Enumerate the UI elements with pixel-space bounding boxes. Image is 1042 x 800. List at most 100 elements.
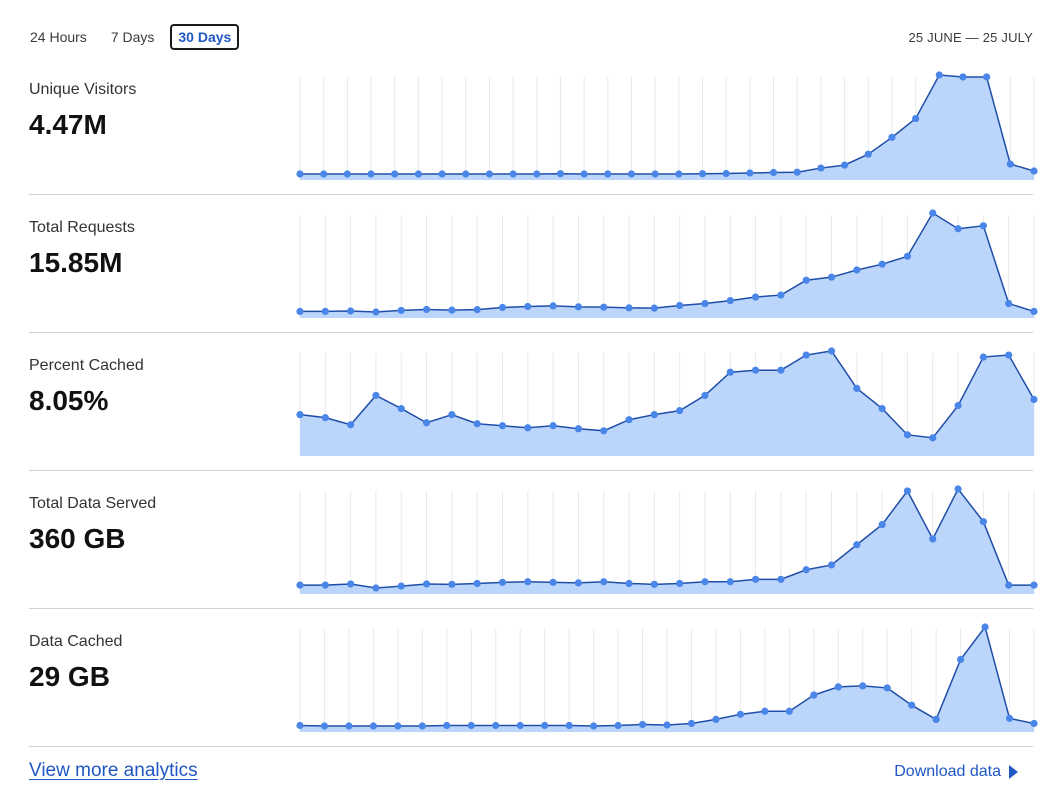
data-point <box>853 266 861 274</box>
data-point <box>827 561 836 569</box>
series-area <box>300 213 1034 318</box>
data-point <box>367 170 375 178</box>
data-point <box>751 575 760 583</box>
data-point <box>391 170 399 178</box>
series-line <box>300 211 1035 313</box>
data-point <box>827 273 836 281</box>
metric-value: 4.47M <box>29 109 107 140</box>
data-point <box>397 404 405 413</box>
metric-row-total-requests: Total Requests 15.85M <box>29 195 1038 333</box>
data-point <box>751 366 760 374</box>
data-point <box>498 578 507 586</box>
series-area <box>300 489 1034 594</box>
data-point <box>347 580 355 588</box>
data-point <box>1005 714 1014 722</box>
data-point <box>369 722 377 730</box>
data-point <box>935 71 943 79</box>
data-point <box>676 407 684 415</box>
data-point <box>888 133 896 141</box>
data-point <box>817 164 825 172</box>
data-point <box>650 411 658 419</box>
sparkline-percent-cached <box>296 347 1038 456</box>
metric-label: Unique Visitors <box>29 81 137 98</box>
data-point <box>574 579 583 587</box>
data-point <box>343 170 351 178</box>
data-point <box>726 578 734 586</box>
data-point <box>574 303 583 311</box>
data-point <box>954 401 962 410</box>
metric-label: Data Cached <box>29 633 123 650</box>
data-point <box>903 252 912 260</box>
series-line <box>299 350 1035 439</box>
data-point <box>614 721 622 730</box>
series-area <box>300 75 1034 180</box>
data-point <box>979 518 987 526</box>
data-point <box>625 416 633 424</box>
data-point <box>1030 307 1038 316</box>
data-point <box>802 351 810 359</box>
data-point <box>397 582 405 590</box>
data-point <box>556 170 565 178</box>
series-area <box>300 351 1034 456</box>
data-point <box>372 391 380 400</box>
data-point <box>651 170 659 178</box>
data-point <box>600 578 608 586</box>
series-line <box>300 487 1034 589</box>
data-point <box>957 655 965 664</box>
data-point <box>600 303 608 311</box>
data-point <box>438 170 446 178</box>
data-point <box>574 425 583 433</box>
data-point <box>296 581 304 589</box>
data-point <box>864 150 872 158</box>
data-point <box>932 715 940 723</box>
metric-label: Total Data Served <box>29 495 157 512</box>
data-point <box>785 707 793 715</box>
download-data-button[interactable]: Download data <box>894 763 1018 781</box>
data-point <box>580 170 588 178</box>
data-point <box>983 73 991 81</box>
data-point <box>1030 719 1038 728</box>
data-point <box>448 411 456 419</box>
tab-24-hours[interactable]: 24 Hours <box>22 24 95 50</box>
data-point <box>954 485 962 493</box>
data-point <box>418 722 426 730</box>
data-point <box>650 304 658 312</box>
metric-value: 15.85M <box>29 247 123 278</box>
data-point <box>422 419 431 427</box>
sparkline-total-data-served <box>296 485 1038 594</box>
series-area <box>300 627 1034 732</box>
data-point <box>979 222 987 230</box>
data-point <box>549 578 557 586</box>
data-point <box>751 293 760 301</box>
data-point <box>372 308 380 316</box>
metric-row-percent-cached: Percent Cached 8.05% <box>29 333 1038 471</box>
row-divider <box>29 470 1033 471</box>
data-point <box>701 578 709 586</box>
data-point <box>533 170 541 178</box>
metric-row-data-cached: Data Cached 29 GB <box>29 609 1038 747</box>
data-point <box>414 170 422 178</box>
metric-label: Percent Cached <box>29 357 144 374</box>
data-point <box>516 721 524 730</box>
data-point <box>1005 581 1013 589</box>
data-point <box>443 721 451 730</box>
metric-row-unique-visitors: Unique Visitors 4.47M <box>29 57 1038 195</box>
data-point <box>372 584 380 592</box>
data-point <box>912 114 920 123</box>
tab-7-days[interactable]: 7 Days <box>103 24 163 50</box>
data-point <box>663 721 671 729</box>
data-point <box>650 580 658 588</box>
row-divider <box>29 332 1033 333</box>
data-point <box>698 170 707 178</box>
data-point <box>394 722 402 730</box>
data-point <box>600 427 608 435</box>
data-point <box>467 721 475 730</box>
data-point <box>320 170 328 178</box>
tab-30-days[interactable]: 30 Days <box>170 24 240 50</box>
data-point <box>590 722 598 730</box>
data-point <box>347 307 355 315</box>
view-more-analytics-link[interactable]: View more analytics <box>29 760 198 781</box>
data-point <box>908 701 916 709</box>
data-point <box>859 682 867 690</box>
data-point <box>675 170 683 178</box>
